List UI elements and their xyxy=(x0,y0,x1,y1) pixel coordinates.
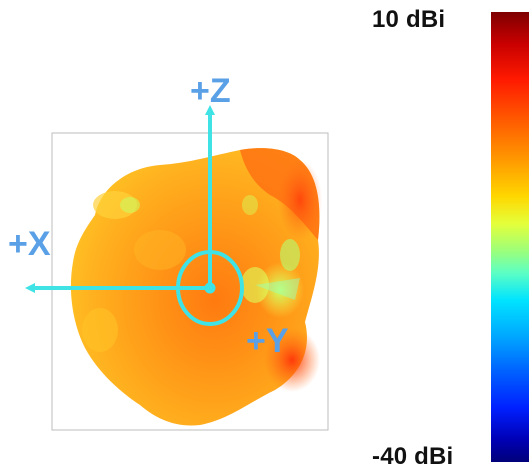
y-axis-circle xyxy=(176,250,244,326)
y-axis-dot xyxy=(204,282,216,294)
colorbar-max-label: 10 dBi xyxy=(372,6,446,33)
z-axis-label: +Z xyxy=(190,72,231,110)
x-axis-label: +X xyxy=(8,225,51,263)
coordinate-axes xyxy=(25,105,244,326)
y-axis-label: +Y xyxy=(246,322,289,360)
colorbar-min-label: -40 dBi xyxy=(372,443,454,470)
colorbar xyxy=(491,12,529,462)
